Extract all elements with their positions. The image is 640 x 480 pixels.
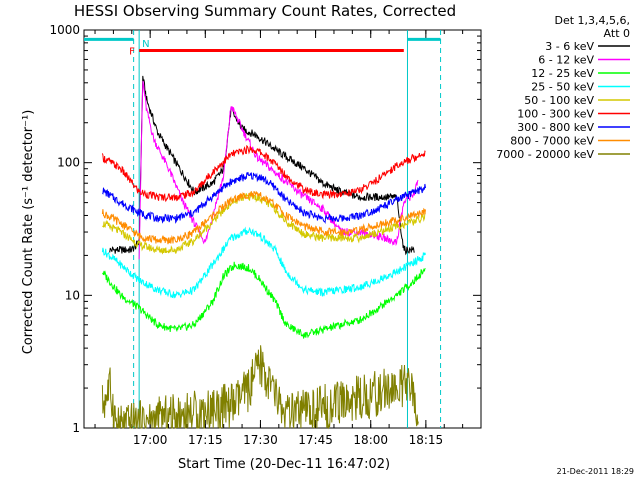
flag-label-N: N bbox=[142, 39, 149, 50]
plot-frame bbox=[83, 29, 482, 429]
legend-entry-8: 7000 - 20000 keV bbox=[496, 148, 594, 161]
series-line-0 bbox=[109, 75, 415, 256]
legend-entry-7: 800 - 7000 keV bbox=[510, 135, 594, 148]
series-line-7 bbox=[101, 191, 426, 245]
legend-entry-3: 25 - 50 keV bbox=[531, 81, 594, 94]
legend-entry-0: 3 - 6 keV bbox=[545, 40, 594, 53]
legend-entry-2: 12 - 25 keV bbox=[531, 67, 594, 80]
flag-label-F: F bbox=[129, 47, 135, 58]
y-tick-label: 1000 bbox=[49, 23, 80, 37]
x-tick-label: 18:15 bbox=[409, 433, 444, 447]
x-tick-label: 18:00 bbox=[353, 433, 388, 447]
series-line-2 bbox=[102, 261, 426, 339]
series-line-5 bbox=[101, 144, 426, 203]
x-axis-label: Start Time (20-Dec-11 16:47:02) bbox=[178, 457, 390, 472]
legend-entry-4: 50 - 100 keV bbox=[524, 94, 594, 107]
legend-header-line2: Att 0 bbox=[604, 27, 630, 40]
x-tick-label: 17:15 bbox=[188, 433, 223, 447]
y-axis-label: Corrected Count Rate (s⁻¹ detector⁻¹) bbox=[21, 110, 36, 355]
legend-entry-1: 6 - 12 keV bbox=[538, 54, 594, 67]
legend-header-line1: Det 1,3,4,5,6, bbox=[554, 14, 630, 27]
chart-title: HESSI Observing Summary Count Rates, Cor… bbox=[74, 2, 456, 20]
y-tick-label: 10 bbox=[65, 288, 80, 302]
series-line-3 bbox=[101, 226, 426, 299]
legend-entry-6: 300 - 800 keV bbox=[517, 121, 594, 134]
y-tick-label: 1 bbox=[72, 421, 80, 435]
series-line-1 bbox=[138, 80, 419, 260]
x-tick-label: 17:00 bbox=[133, 433, 168, 447]
timestamp: 21-Dec-2011 18:29 bbox=[557, 467, 634, 476]
y-tick-label: 100 bbox=[57, 156, 80, 170]
x-tick-label: 17:30 bbox=[243, 433, 278, 447]
x-tick-label: 17:45 bbox=[298, 433, 333, 447]
plot-area: 1 10 100 1000 17:00 17:15 17:30 17:45 18:00 18:15… bbox=[49, 23, 482, 447]
legend-entry-5: 100 - 300 keV bbox=[517, 108, 594, 121]
series-line-8 bbox=[101, 345, 419, 430]
series-line-6 bbox=[102, 171, 426, 225]
